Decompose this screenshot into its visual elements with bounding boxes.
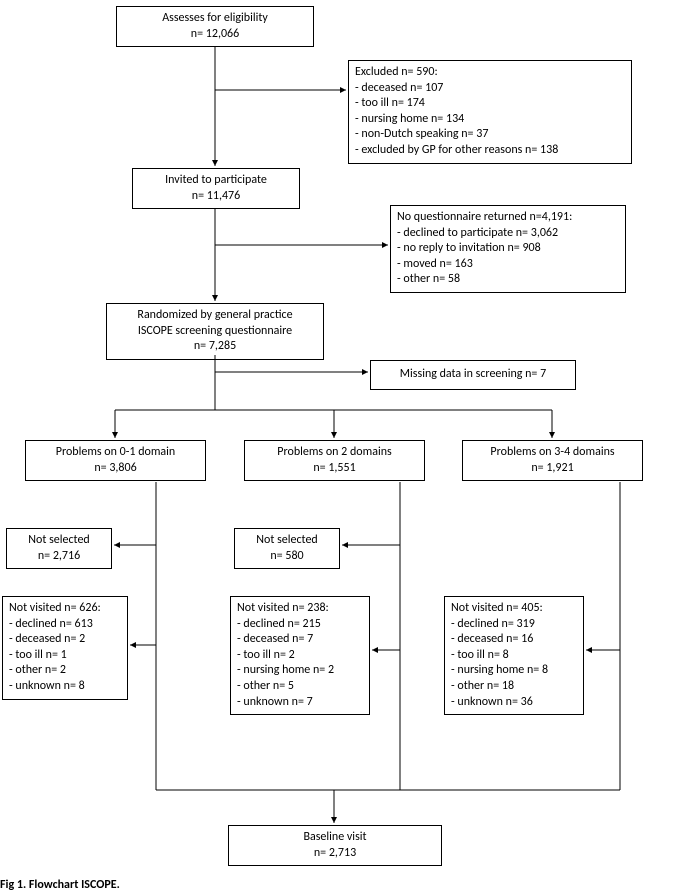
t: n= 1,921 bbox=[469, 461, 636, 477]
node-ns2: Not selected n= 580 bbox=[234, 528, 340, 569]
t: n= 2,716 bbox=[13, 549, 105, 565]
figure-caption: Fig 1. Flowchart ISCOPE. bbox=[0, 878, 120, 892]
node-assesses: Assesses for eligibility n= 12,066 bbox=[116, 6, 314, 47]
node-missing: Missing data in screening n= 7 bbox=[370, 360, 576, 390]
t: n= 12,066 bbox=[123, 27, 307, 43]
t: - nursing home n= 2 bbox=[237, 663, 363, 679]
t: - other n= 58 bbox=[397, 272, 619, 288]
t: - deceased n= 7 bbox=[237, 632, 363, 648]
t: n= 2,713 bbox=[235, 846, 435, 862]
node-nv34: Not visited n= 405: - declined n= 319 - … bbox=[444, 596, 584, 715]
t: - unknown n= 36 bbox=[451, 695, 577, 711]
t: - too ill n= 174 bbox=[355, 96, 625, 112]
node-baseline: Baseline visit n= 2,713 bbox=[228, 825, 442, 866]
node-p34: Problems on 3-4 domains n= 1,921 bbox=[462, 440, 643, 481]
t: Not selected bbox=[13, 533, 105, 549]
t: - too ill n= 8 bbox=[451, 648, 577, 664]
t: n= 3,806 bbox=[32, 461, 199, 477]
t: - other n= 2 bbox=[9, 663, 121, 679]
node-randomized: Randomized by general practice ISCOPE sc… bbox=[106, 303, 324, 360]
node-nv01: Not visited n= 626: - declined n= 613 - … bbox=[2, 596, 128, 700]
t: Baseline visit bbox=[235, 830, 435, 846]
t: - unknown n= 7 bbox=[237, 695, 363, 711]
t: - deceased n= 2 bbox=[9, 632, 121, 648]
node-invited: Invited to participate n= 11,476 bbox=[132, 168, 300, 209]
t: - other n= 18 bbox=[451, 679, 577, 695]
t: - non-Dutch speaking n= 37 bbox=[355, 127, 625, 143]
t: n= 7,285 bbox=[113, 339, 317, 355]
node-p01: Problems on 0-1 domain n= 3,806 bbox=[25, 440, 206, 481]
t: Not visited n= 405: bbox=[451, 601, 577, 617]
t: - unknown n= 8 bbox=[9, 679, 121, 695]
t: - too ill n= 1 bbox=[9, 648, 121, 664]
node-ns01: Not selected n= 2,716 bbox=[6, 528, 112, 569]
t: Assesses for eligibility bbox=[123, 11, 307, 27]
t: - nursing home n= 134 bbox=[355, 112, 625, 128]
t: Problems on 0-1 domain bbox=[32, 445, 199, 461]
node-p2: Problems on 2 domains n= 1,551 bbox=[244, 440, 425, 481]
t: - deceased n= 107 bbox=[355, 81, 625, 97]
t: - deceased n= 16 bbox=[451, 632, 577, 648]
t: Problems on 3-4 domains bbox=[469, 445, 636, 461]
t: - declined to participate n= 3,062 bbox=[397, 226, 619, 242]
node-excluded: Excluded n= 590: - deceased n= 107 - too… bbox=[348, 60, 632, 164]
t: - declined n= 215 bbox=[237, 617, 363, 633]
t: Missing data in screening n= 7 bbox=[377, 367, 569, 383]
t: - other n= 5 bbox=[237, 679, 363, 695]
t: No questionnaire returned n=4,191: bbox=[397, 210, 619, 226]
t: Not selected bbox=[241, 533, 333, 549]
t: Not visited n= 626: bbox=[9, 601, 121, 617]
t: Randomized by general practice bbox=[113, 308, 317, 324]
t: - too ill n= 2 bbox=[237, 648, 363, 664]
t: - declined n= 613 bbox=[9, 617, 121, 633]
node-noquest: No questionnaire returned n=4,191: - dec… bbox=[390, 205, 626, 293]
t: n= 11,476 bbox=[139, 189, 293, 205]
t: Invited to participate bbox=[139, 173, 293, 189]
t: - no reply to invitation n= 908 bbox=[397, 241, 619, 257]
t: n= 1,551 bbox=[251, 461, 418, 477]
t: ISCOPE screening questionnaire bbox=[113, 324, 317, 340]
t: - declined n= 319 bbox=[451, 617, 577, 633]
t: - moved n= 163 bbox=[397, 257, 619, 273]
t: Problems on 2 domains bbox=[251, 445, 418, 461]
t: Not visited n= 238: bbox=[237, 601, 363, 617]
t: n= 580 bbox=[241, 549, 333, 565]
node-nv2: Not visited n= 238: - declined n= 215 - … bbox=[230, 596, 370, 715]
t: - nursing home n= 8 bbox=[451, 663, 577, 679]
t: - excluded by GP for other reasons n= 13… bbox=[355, 143, 625, 159]
t: Excluded n= 590: bbox=[355, 65, 625, 81]
